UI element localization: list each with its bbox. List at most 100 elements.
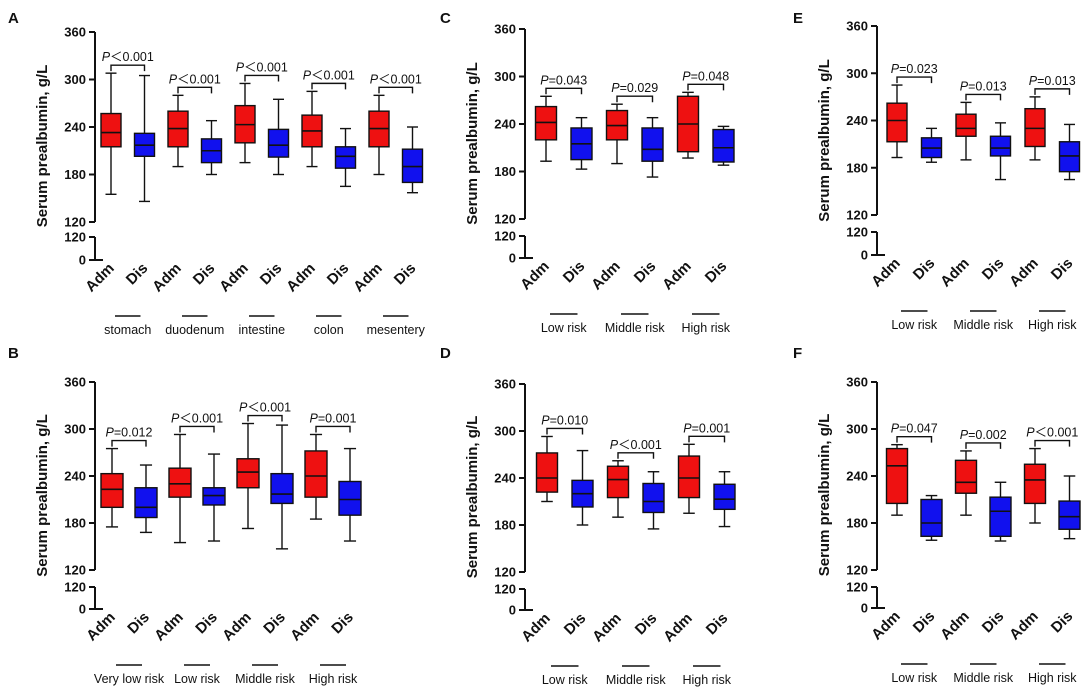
group-label: High risk	[309, 672, 358, 686]
x-tick-label: Adm	[283, 260, 319, 296]
p-value: ＜0.001	[247, 401, 291, 415]
x-tick-label: Adm	[589, 610, 625, 646]
y-tick-label: 300	[846, 66, 868, 81]
p-value-label: P＜0.001	[303, 68, 355, 82]
y-tick-label: 300	[494, 69, 516, 84]
group-label: Middle risk	[605, 321, 665, 335]
x-tick-label: Adm	[151, 609, 187, 645]
y-tick-label: 120	[64, 230, 86, 245]
x-tick-label: Adm	[517, 258, 553, 294]
p-value-label: P＜0.001	[171, 411, 223, 425]
p-bracket	[546, 427, 584, 435]
p-value-label: P=0.012	[106, 426, 153, 440]
p-bracket	[616, 95, 654, 103]
group-label: mesentery	[367, 323, 426, 337]
p-value-label: P＜0.001	[169, 72, 221, 86]
p-symbol: P	[310, 411, 319, 425]
p-value-label: P＜0.001	[1026, 426, 1078, 440]
panel-e: E Serum prealbumin, g/L 120 180 240 300 360 0 12…	[793, 10, 1081, 332]
box-iqr	[168, 467, 192, 498]
box-colon-adm	[301, 90, 323, 168]
box-high-risk-adm	[1023, 447, 1047, 524]
group-label: colon	[314, 323, 344, 337]
p-bracket	[179, 425, 215, 433]
y-tick-label: 360	[64, 25, 86, 40]
p-value-label: P=0.010	[541, 413, 588, 427]
box-middle-risk-dis	[641, 116, 664, 178]
group-label: duodenum	[165, 323, 224, 337]
p-value: =0.012	[114, 426, 153, 440]
box-mesentery-adm	[368, 94, 390, 176]
p-symbol: P	[611, 81, 620, 95]
y-tick-label: 120	[846, 563, 868, 578]
x-tick-label: Adm	[216, 260, 252, 296]
y-axis-label: Serum prealbumin, g/L	[816, 414, 833, 577]
y-tick-label: 300	[64, 72, 86, 87]
p-bracket	[1034, 88, 1071, 95]
group-label: Very low risk	[94, 672, 165, 686]
x-tick-label: Adm	[219, 609, 255, 645]
p-symbol: P	[540, 73, 549, 87]
box-high-risk-dis	[1058, 475, 1081, 540]
box-iqr	[886, 102, 908, 143]
y-tick-label: 180	[64, 516, 86, 531]
x-tick-label: Adm	[83, 609, 119, 645]
y-tick-label: 180	[494, 164, 516, 179]
p-value-label: P＜0.001	[610, 438, 662, 452]
p-symbol: P	[541, 413, 550, 427]
box-intestine-adm	[234, 82, 256, 164]
y-tick-label: 120	[494, 212, 516, 227]
y-axis-label: Serum prealbumin, g/L	[464, 416, 481, 579]
p-bracket	[687, 83, 725, 91]
y-tick-label: 360	[494, 377, 516, 392]
p-bracket	[965, 442, 1002, 449]
box-iqr	[304, 450, 328, 498]
p-bracket	[247, 414, 283, 422]
p-bracket	[311, 82, 347, 90]
group-label: Low risk	[891, 671, 938, 685]
box-middle-risk-adm	[955, 101, 977, 161]
x-tick-label: Dis	[190, 260, 219, 289]
y-tick-label: 360	[846, 375, 868, 390]
y-tick-label: 120	[846, 225, 868, 240]
x-tick-label: Dis	[702, 258, 731, 287]
group-label: High risk	[682, 673, 731, 687]
box-iqr	[100, 472, 124, 509]
box-high-risk-dis	[338, 447, 362, 542]
box-iqr	[100, 112, 122, 148]
box-iqr	[641, 127, 664, 162]
x-tick-label: Dis	[124, 609, 153, 638]
box-middle-risk-dis	[989, 481, 1012, 542]
x-tick-label: Adm	[1006, 608, 1042, 644]
y-tick-label: 0	[79, 602, 86, 617]
y-tick-label: 180	[846, 516, 868, 531]
panel-label: C	[440, 10, 451, 27]
box-iqr	[954, 459, 978, 494]
box-low-risk-dis	[571, 449, 594, 526]
y-tick-label: 240	[494, 117, 516, 132]
y-tick-label: 120	[64, 215, 86, 230]
x-tick-label: Dis	[561, 610, 590, 639]
y-tick-label: 360	[64, 375, 86, 390]
p-value-label: P＜0.001	[236, 60, 288, 74]
box-iqr	[236, 458, 260, 489]
y-tick-label: 120	[64, 563, 86, 578]
y-tick-label: 0	[861, 601, 868, 616]
box-iqr	[920, 498, 943, 538]
x-tick-label: Dis	[631, 258, 660, 287]
x-tick-label: Dis	[910, 608, 939, 637]
panel-c: C Serum prealbumin, g/L 120 180 240 300 360 0 12…	[440, 10, 735, 335]
box-middle-risk-adm	[606, 460, 630, 518]
group-label: Middle risk	[953, 671, 1013, 685]
p-bracket	[896, 76, 933, 84]
p-symbol: P	[239, 401, 248, 415]
box-stomach-dis	[133, 74, 156, 203]
y-tick-label: 120	[494, 582, 516, 597]
p-symbol: P	[106, 426, 115, 440]
p-bracket	[378, 86, 414, 94]
x-tick-label: Dis	[391, 260, 420, 289]
box-iqr	[1058, 500, 1081, 530]
x-tick-label: Adm	[588, 258, 624, 294]
box-iqr	[712, 128, 735, 163]
group-label: Middle risk	[235, 672, 295, 686]
